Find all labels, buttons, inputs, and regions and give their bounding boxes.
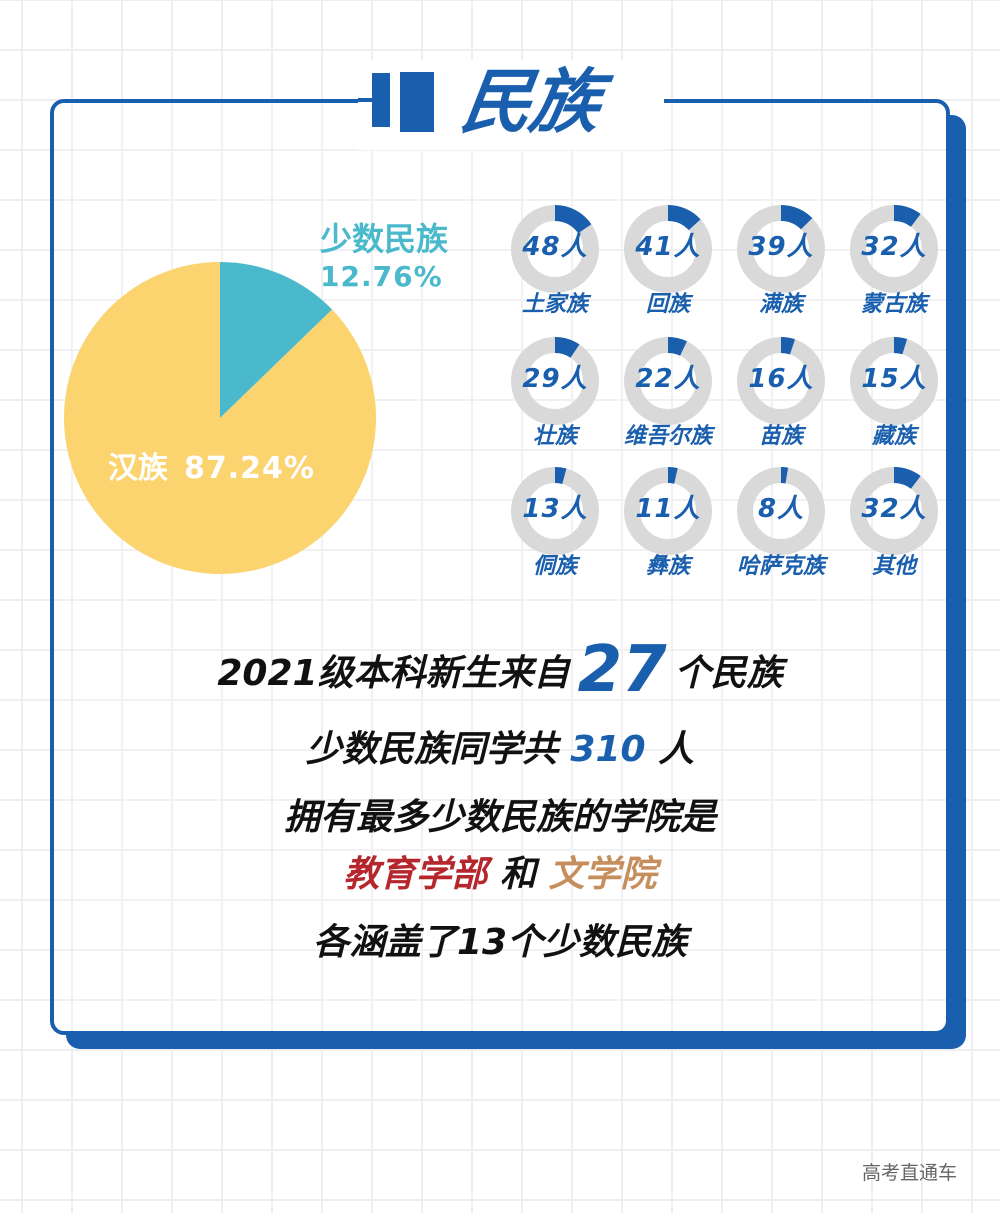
college-literature: 文学院 (548, 854, 657, 895)
donut-item: 48人 土家族 (500, 200, 610, 330)
pie-slice-han (64, 262, 376, 574)
donut-ethnicity-name: 维吾尔族 (623, 424, 712, 449)
donut-count: 41人 (635, 232, 701, 262)
college-education: 教育学部 (343, 854, 488, 895)
donut-item: 41人 回族 (613, 200, 723, 330)
donut-count: 11人 (635, 494, 701, 524)
minority-total-number: 310 (570, 729, 646, 770)
han-label: 汉族 (108, 451, 168, 486)
donut-item: 32人 其他 (839, 462, 949, 592)
minority-donut-grid: 48人 土家族 41人 回族 39人 满族 32人 蒙古族 29人 壮族 (500, 200, 940, 590)
stat-text: 个民族 (674, 653, 783, 694)
pie-label-han: 汉族 87.24% (108, 450, 315, 488)
donut-gauge-icon (737, 467, 825, 555)
donut-gauge-icon (511, 467, 599, 555)
donut-count: 15人 (861, 364, 927, 394)
donut-gauge-icon (624, 467, 712, 555)
donut-item: 8人 哈萨克族 (726, 462, 836, 592)
donut-ethnicity-name: 彝族 (645, 554, 690, 579)
donut-count: 29人 (522, 364, 588, 394)
pie-label-minority: 少数民族 12.76% (320, 220, 448, 296)
stat-line-coverage: 各涵盖了13个少数民族 (312, 922, 688, 963)
donut-gauge-icon (511, 205, 599, 293)
donut-gauge-icon (850, 337, 938, 425)
pie-slice-minority (220, 262, 333, 418)
stat-text: 2021级本科新生来自 (217, 653, 570, 694)
minority-label: 少数民族 (320, 220, 449, 258)
han-percentage: 87.24% (184, 451, 315, 486)
donut-item: 13人 侗族 (500, 462, 610, 592)
donut-gauge-icon (850, 467, 938, 555)
watermark: 高考直通车 (862, 1162, 958, 1184)
stat-text: 人 (658, 729, 695, 770)
ethnic-count-number: 27 (577, 633, 667, 707)
stat-line-colleges: 教育学部 和 文学院 (0, 850, 1000, 900)
stat-line-minority-total: 少数民族同学共 310 人 (0, 725, 1000, 775)
pie-chart-graphic (64, 262, 376, 574)
donut-ethnicity-name: 哈萨克族 (736, 554, 825, 579)
donut-count: 22人 (635, 364, 701, 394)
donut-item: 11人 彝族 (613, 462, 723, 592)
donut-ethnicity-name: 回族 (645, 292, 690, 317)
donut-ethnicity-name: 蒙古族 (860, 292, 927, 317)
donut-count: 8人 (757, 494, 805, 524)
donut-item: 22人 维吾尔族 (613, 332, 723, 462)
donut-count: 39人 (748, 232, 814, 262)
donut-ethnicity-name: 其他 (871, 554, 916, 579)
title-bar-icon-small (372, 73, 390, 127)
donut-count: 32人 (861, 494, 927, 524)
donut-ethnicity-name: 侗族 (532, 554, 577, 579)
donut-item: 16人 苗族 (726, 332, 836, 462)
donut-ethnicity-name: 满族 (758, 292, 803, 317)
donut-gauge-icon (624, 205, 712, 293)
stat-text: 少数民族同学共 (305, 729, 558, 770)
donut-ethnicity-name: 壮族 (532, 424, 577, 449)
donut-count: 32人 (861, 232, 927, 262)
donut-gauge-icon (850, 205, 938, 293)
ethnicity-pie-chart (64, 262, 376, 574)
donut-gauge-icon (624, 337, 712, 425)
minority-percentage: 12.76% (320, 260, 443, 293)
title-connector-line (358, 98, 372, 102)
donut-gauge-icon (737, 205, 825, 293)
stat-line-ethnic-count: 2021级本科新生来自 27 个民族 (0, 638, 1000, 702)
stat-text-and: 和 (499, 854, 536, 895)
donut-ethnicity-name: 土家族 (521, 292, 588, 317)
donut-count: 48人 (522, 232, 588, 262)
donut-ethnicity-name: 苗族 (758, 424, 803, 449)
donut-gauge-icon (737, 337, 825, 425)
donut-gauge-icon (511, 337, 599, 425)
stat-line-top-college: 拥有最多少数民族的学院是 (283, 797, 716, 838)
title-bar-icon-large (400, 72, 434, 132)
donut-item: 32人 蒙古族 (839, 200, 949, 330)
donut-item: 39人 满族 (726, 200, 836, 330)
page-title: 民族 (456, 61, 604, 143)
donut-count: 13人 (522, 494, 588, 524)
donut-item: 29人 壮族 (500, 332, 610, 462)
donut-count: 16人 (748, 364, 814, 394)
donut-ethnicity-name: 藏族 (871, 424, 916, 449)
donut-item: 15人 藏族 (839, 332, 949, 462)
